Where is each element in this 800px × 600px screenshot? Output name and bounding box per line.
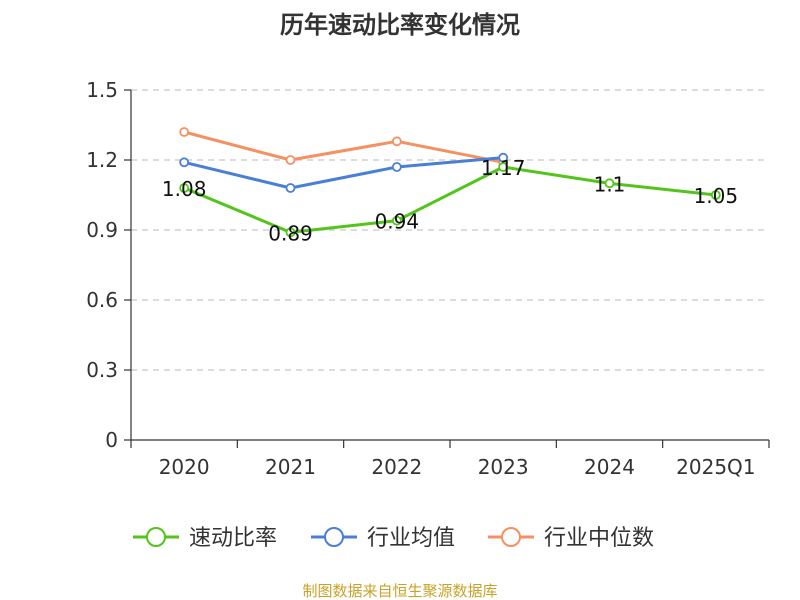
data-point	[710, 190, 721, 200]
data-label: 0.94	[375, 210, 420, 234]
legend-item-1[interactable]: 行业均值	[311, 526, 455, 551]
data-label: 1.08	[162, 177, 207, 201]
data-point	[391, 136, 402, 147]
legend-item-0[interactable]: 速动比率	[133, 526, 277, 551]
y-tick-label: 1.2	[86, 148, 118, 172]
chart-title: 历年速动比率变化情况	[280, 11, 520, 39]
data-point	[498, 162, 509, 172]
x-tick-label: 2024	[584, 455, 635, 479]
data-label: 0.89	[268, 221, 313, 245]
series-line-1	[183, 156, 504, 190]
data-point	[391, 162, 402, 172]
axes: 0 0.3 0.6 0.9 1.2 1.5 2020 2021 2022 2023 2024 2025…	[86, 78, 770, 479]
x-tick-label: 2020	[159, 455, 210, 479]
data-point	[285, 183, 296, 193]
data-point	[391, 215, 402, 226]
source-note: 制图数据来自恒生聚源数据库	[302, 582, 497, 600]
legend-marker	[501, 527, 521, 547]
x-tick-label: 2025Q1	[676, 455, 755, 479]
data-label: 1.17	[481, 156, 526, 180]
data-point	[498, 152, 509, 163]
data-label: 1.1	[594, 172, 626, 196]
legend-label: 行业均值	[367, 526, 455, 551]
y-tick-label: 0.3	[86, 358, 118, 382]
legend: 速动比率 行业均值 行业中位数	[133, 526, 654, 551]
legend-marker	[324, 527, 344, 547]
data-point	[285, 227, 296, 238]
x-tick-label: 2022	[371, 455, 422, 479]
data-labels: 1.08 0.89 0.94 1.17 1.1 1.05	[162, 156, 738, 245]
data-point	[179, 157, 190, 168]
y-tick-label: 0.6	[86, 288, 118, 312]
data-label: 1.05	[694, 184, 739, 208]
legend-marker	[146, 527, 166, 547]
legend-label: 速动比率	[189, 526, 277, 551]
data-point	[179, 127, 190, 137]
data-point	[604, 178, 615, 189]
y-tick-label: 0	[105, 428, 118, 452]
x-tick-label: 2021	[265, 455, 316, 479]
series-line-0	[183, 165, 716, 234]
x-tick-label: 2023	[478, 455, 529, 479]
legend-item-2[interactable]: 行业中位数	[488, 526, 654, 551]
y-tick-label: 0.9	[86, 218, 118, 242]
data-point	[285, 155, 296, 165]
series-line-2	[183, 130, 504, 164]
series-lines	[179, 127, 721, 238]
grid-lines	[131, 89, 769, 371]
data-point	[179, 183, 190, 193]
legend-label: 行业中位数	[544, 526, 654, 551]
y-tick-label: 1.5	[86, 78, 118, 102]
